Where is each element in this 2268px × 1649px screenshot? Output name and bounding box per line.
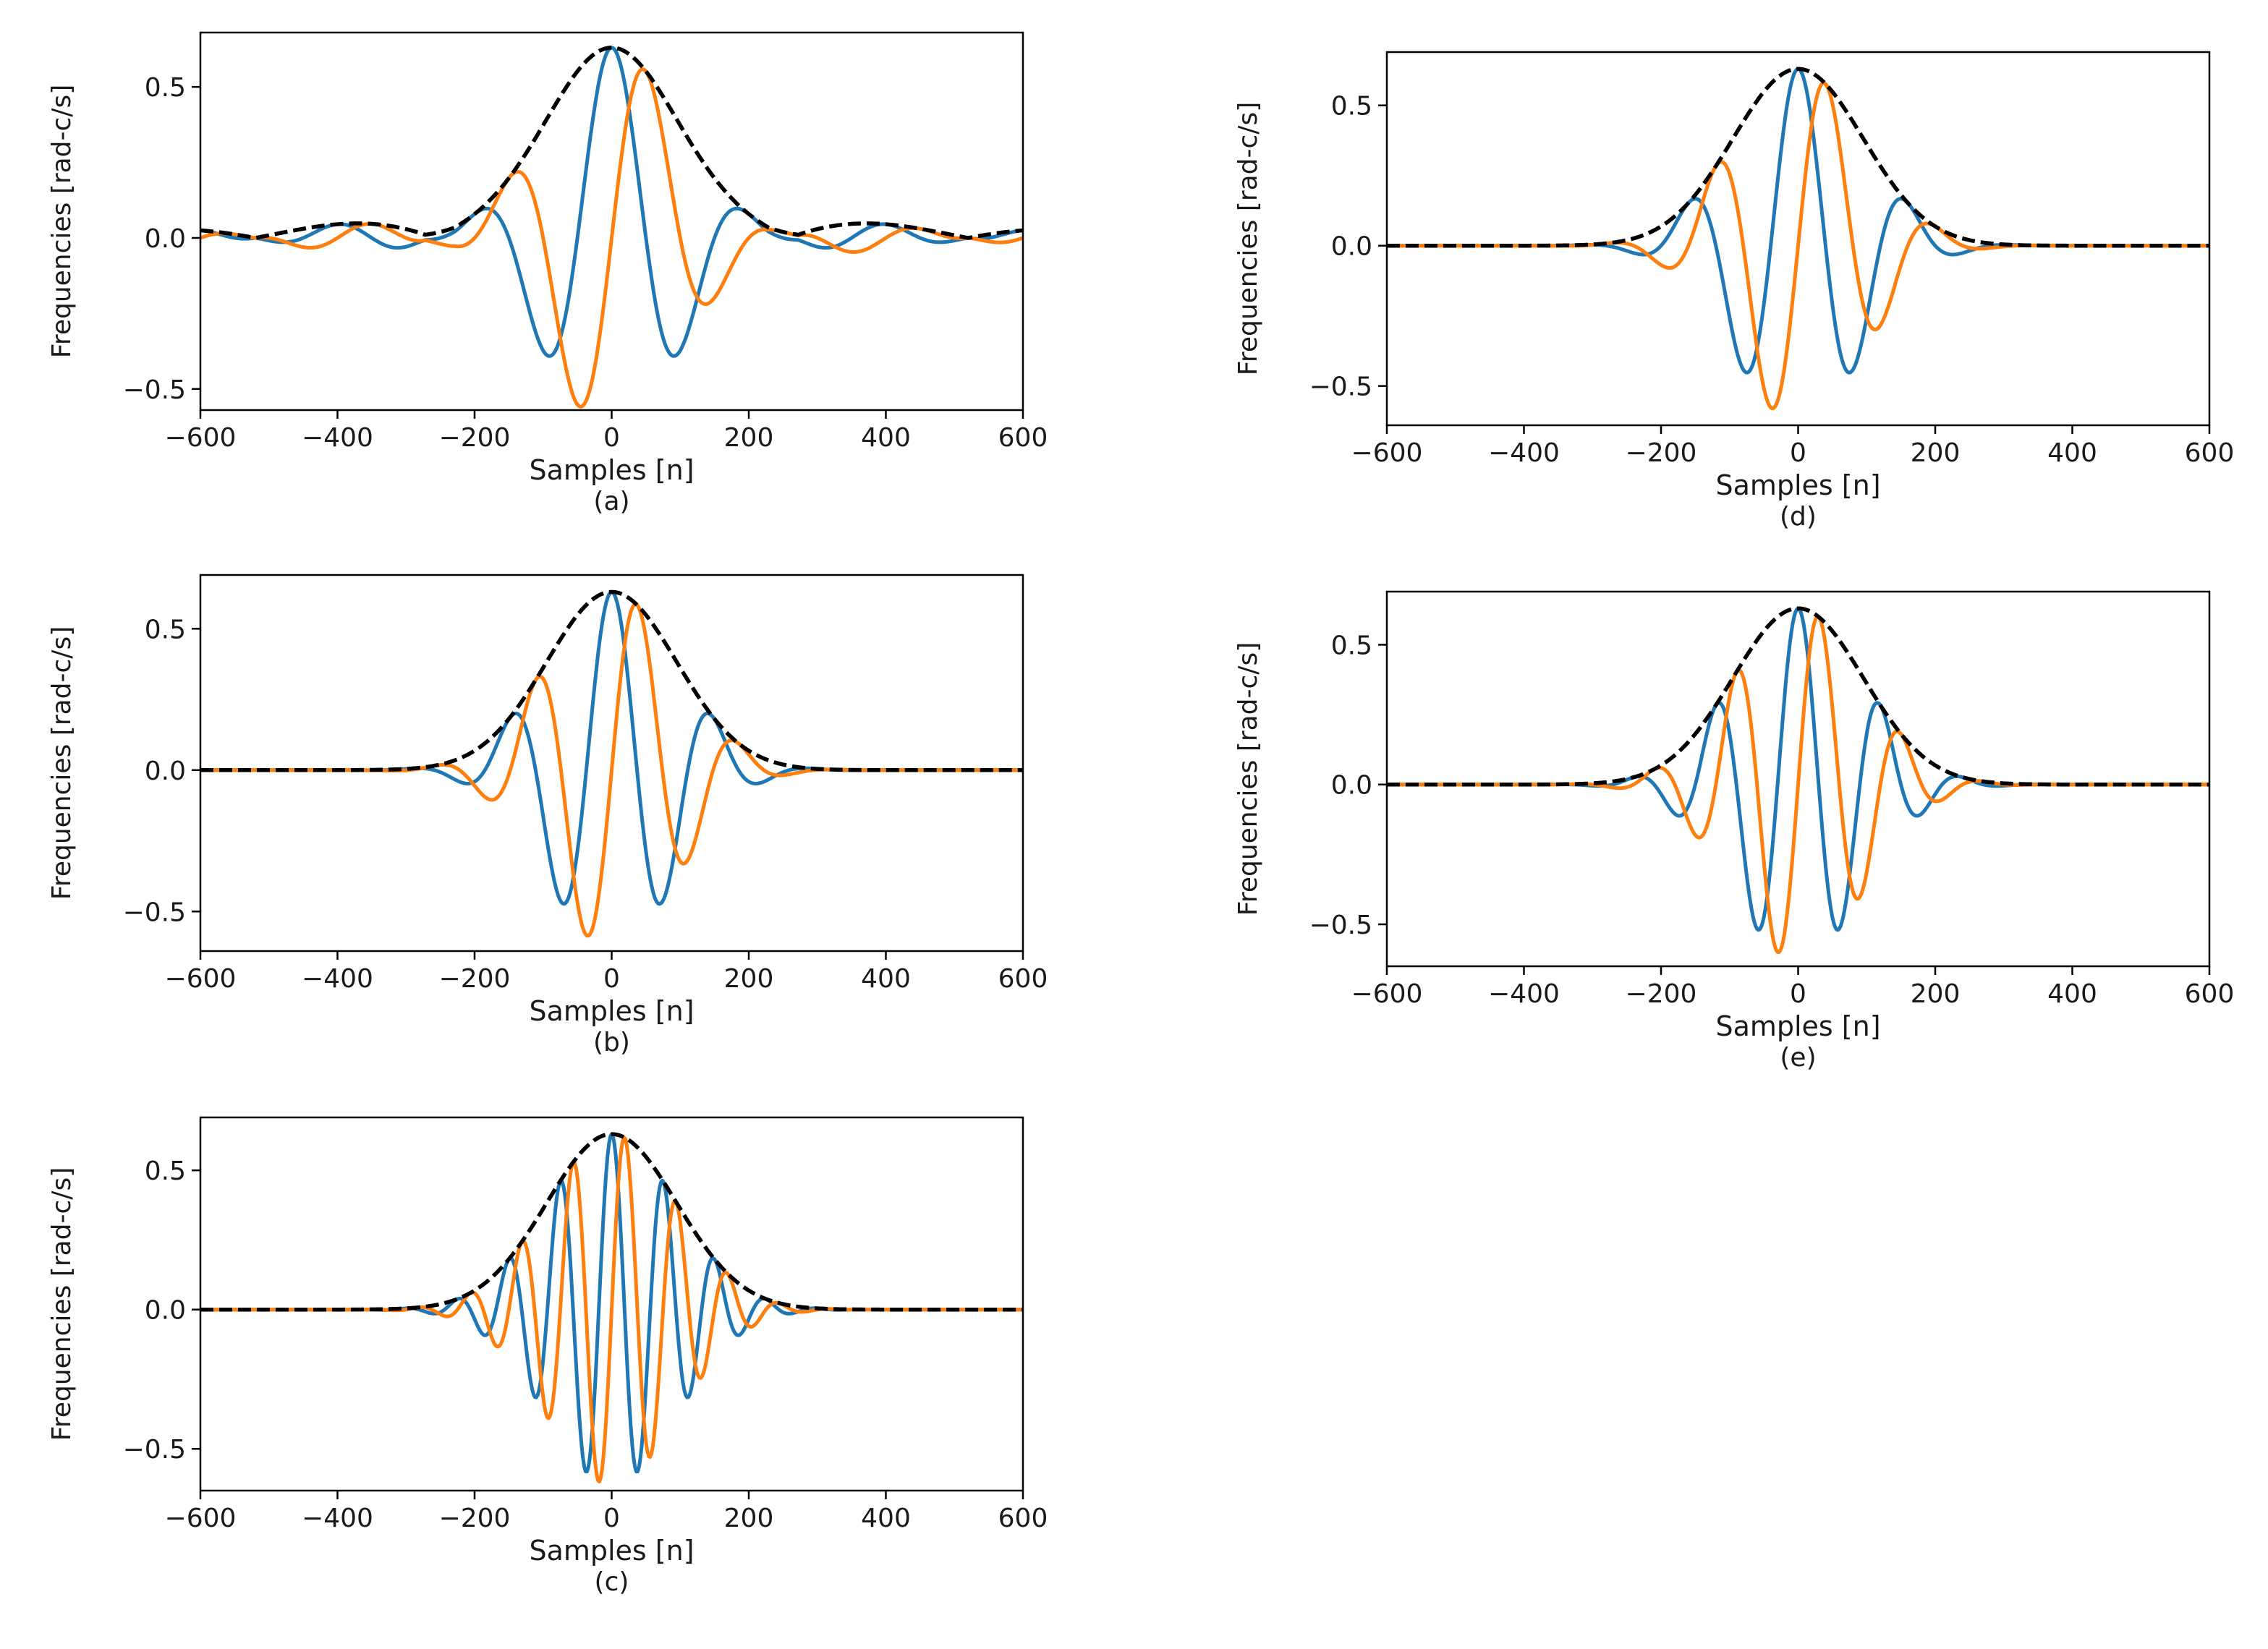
y-axis-label: Frequencies [rad-c/s] [1233, 642, 1263, 916]
panel-caption: (c) [595, 1567, 629, 1597]
x-tick-label: −400 [302, 1504, 373, 1533]
series-real-line [200, 590, 1023, 906]
x-tick-label: 400 [861, 423, 911, 453]
y-tick-label: −0.5 [1309, 372, 1372, 402]
y-axis-label: Frequencies [rad-c/s] [47, 626, 77, 900]
series-envelope-line [200, 1132, 1023, 1312]
panel-c: −600 −400 −200 0 200 400 600 −0.5 0.0 0.5 Samples … [47, 1116, 1048, 1597]
y-tick-label: −0.5 [123, 375, 186, 405]
x-tick-label: 0 [1790, 438, 1806, 468]
x-axis-label: Samples [n] [1715, 469, 1880, 501]
y-tick-label: −0.5 [1309, 911, 1372, 940]
panel-caption: (b) [593, 1028, 630, 1057]
series-imag-line [200, 67, 1023, 409]
y-tick-label: 0.0 [145, 224, 186, 254]
y-tick-label: −0.5 [123, 898, 186, 927]
x-tick-label: 200 [724, 423, 774, 453]
x-axis-label: Samples [n] [1715, 1010, 1880, 1042]
x-tick-label: −200 [439, 964, 511, 994]
series-envelope-line [1387, 606, 2209, 787]
x-tick-label: 0 [603, 964, 620, 994]
series-real-line [200, 46, 1023, 358]
x-tick-label: 400 [2047, 438, 2097, 468]
x-tick-label: 0 [1790, 979, 1806, 1009]
x-tick-label: 600 [998, 964, 1048, 994]
x-tick-label: −600 [165, 964, 237, 994]
x-tick-label: 400 [2047, 979, 2097, 1009]
series-envelope-line [200, 46, 1023, 240]
x-tick-label: 600 [2185, 438, 2235, 468]
y-axis-label: Frequencies [rad-c/s] [47, 1167, 77, 1441]
x-tick-label: −400 [1488, 979, 1560, 1009]
x-tick-label: −600 [1351, 438, 1423, 468]
x-tick-label: 600 [998, 1504, 1048, 1533]
x-tick-label: −600 [165, 1504, 237, 1533]
series-envelope-line [1387, 67, 2209, 248]
x-tick-label: −400 [1488, 438, 1560, 468]
x-tick-label: −600 [165, 423, 237, 453]
x-axis-label: Samples [n] [529, 454, 694, 486]
x-axis-label: Samples [n] [529, 995, 694, 1027]
x-tick-label: −400 [302, 423, 373, 453]
y-tick-label: 0.0 [1331, 771, 1372, 801]
x-tick-label: −200 [439, 1504, 511, 1533]
x-tick-label: 600 [2185, 979, 2235, 1009]
panel-caption: (e) [1780, 1043, 1816, 1073]
axes-frame [199, 31, 1024, 412]
x-tick-label: 200 [1911, 438, 1961, 468]
y-axis-label: Frequencies [rad-c/s] [1233, 102, 1263, 376]
x-tick-label: 200 [724, 1504, 774, 1533]
panel-b: −600 −400 −200 0 200 400 600 −0.5 0.0 0.5 Samples … [47, 574, 1048, 1057]
y-tick-label: −0.5 [123, 1435, 186, 1465]
panel-d: −600 −400 −200 0 200 400 600 −0.5 0.0 0.5 Samples … [1233, 51, 2235, 532]
y-tick-label: 0.5 [145, 73, 186, 103]
y-tick-label: 0.0 [1331, 232, 1372, 262]
x-tick-label: 400 [861, 964, 911, 994]
panel-caption: (a) [593, 487, 629, 516]
x-tick-label: −200 [439, 423, 511, 453]
x-axis-label: Samples [n] [529, 1535, 694, 1567]
x-tick-label: −400 [302, 964, 373, 994]
y-tick-label: 0.0 [145, 1296, 186, 1326]
series-real-line [1387, 67, 2209, 375]
x-tick-label: −200 [1626, 438, 1697, 468]
x-tick-label: 400 [861, 1504, 911, 1533]
y-tick-label: 0.5 [145, 1156, 186, 1186]
x-tick-label: −200 [1626, 979, 1697, 1009]
y-tick-label: 0.5 [1331, 631, 1372, 660]
x-tick-label: −600 [1351, 979, 1423, 1009]
y-axis-label: Frequencies [rad-c/s] [47, 85, 77, 359]
panel-a: −600 −400 −200 0 200 400 600 −0.5 0.0 0.5 Samples … [47, 31, 1048, 516]
y-tick-label: 0.5 [1331, 92, 1372, 122]
x-tick-label: 200 [1911, 979, 1961, 1009]
x-tick-label: 0 [603, 1504, 620, 1533]
y-tick-label: 0.0 [145, 757, 186, 786]
y-tick-label: 0.5 [145, 615, 186, 644]
x-tick-label: 0 [603, 423, 620, 453]
panel-caption: (d) [1780, 502, 1817, 532]
series-envelope-line [200, 589, 1023, 772]
x-tick-label: 200 [724, 964, 774, 994]
x-tick-label: 600 [998, 423, 1048, 453]
panel-e: −600 −400 −200 0 200 400 600 −0.5 0.0 0.5 Samples … [1233, 590, 2235, 1073]
